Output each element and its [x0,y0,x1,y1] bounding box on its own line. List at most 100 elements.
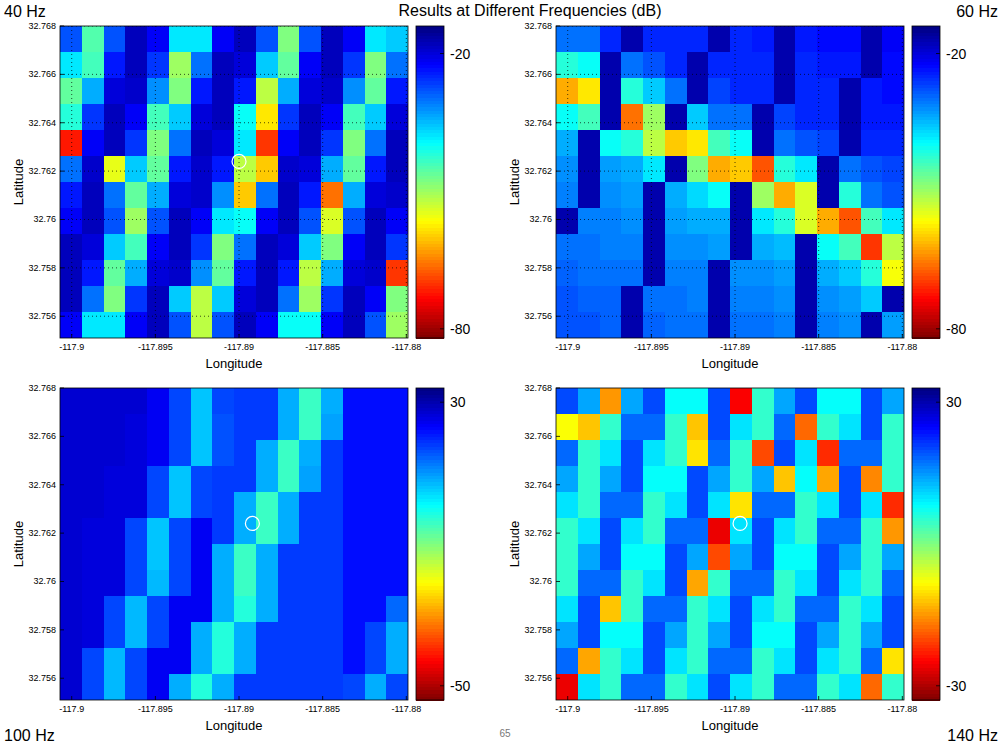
heat-cell [687,674,709,700]
tick-mark [406,334,407,338]
tick-mark [556,484,560,485]
heat-cell [212,622,234,649]
heat-cell [774,648,796,675]
heat-cell [125,208,147,235]
heat-cell [82,182,104,209]
heat-cell [365,544,387,571]
heat-cell [321,130,343,157]
heat-cell [839,234,861,261]
heat-cell [343,648,365,675]
heat-cell [795,596,817,623]
heat-cell [687,234,709,261]
grid-line [322,26,323,338]
heat-cell [234,622,256,649]
heat-cell [600,234,622,261]
heat-cell [882,156,904,183]
heat-cell [861,182,883,209]
heat-cell [621,492,643,519]
highlight-group [733,516,747,530]
heat-cell [578,104,600,131]
heat-cell [621,130,643,157]
heat-cell [234,414,256,441]
tick-mark [556,629,560,630]
heat-cell [665,570,687,597]
heat-cell [774,286,796,313]
heat-cell [234,674,256,700]
heat-cell [386,544,408,571]
heat-cell [687,414,709,441]
heat-cell [169,596,191,623]
heat-cell [82,156,104,183]
heat-cell [687,440,709,467]
heat-cell [278,286,300,313]
heat-cell [299,466,321,493]
heat-cell [556,648,578,675]
heat-cell [343,622,365,649]
heat-cell [147,648,169,675]
tick-label: 32.768 [524,21,552,31]
heat-cell [212,674,234,700]
heat-cell [212,414,234,441]
heat-cell [708,674,730,700]
heat-cell [600,596,622,623]
colorbar-label: -80 [450,321,470,337]
tick-label: -117.89 [720,704,750,714]
tick-label: 32.762 [524,166,552,176]
heat-cell [147,492,169,519]
heat-cell [752,414,774,441]
heat-cell [60,52,82,79]
heat-cell [169,466,191,493]
heat-cell [125,78,147,105]
tick-label: 32.766 [524,69,552,79]
heat-cell [278,440,300,467]
heat-cell [621,104,643,131]
colorbar-label: -30 [946,678,966,694]
heat-cell [708,544,730,571]
heat-cell [643,544,665,571]
heat-cell [687,130,709,157]
heat-cell [774,78,796,105]
heat-cell [556,182,578,209]
heat-cell [795,52,817,79]
heat-cell [104,414,126,441]
heat-cell [556,674,578,700]
heat-cell [795,234,817,261]
heat-cell [882,234,904,261]
heat-cell [817,544,839,571]
heat-cell [708,388,730,415]
heat-cell [60,492,82,519]
heat-cell [708,648,730,675]
heat-cell [882,414,904,441]
tick-label: 32.76 [529,214,552,224]
heat-cell [212,78,234,105]
heat-cell [621,440,643,467]
heat-cell [234,648,256,675]
tick-mark [60,388,64,389]
heat-cell [60,208,82,235]
heat-cell [882,130,904,157]
heat-cell [600,130,622,157]
grid-line [735,26,736,338]
heat-cell [600,52,622,79]
tick-label: -117.895 [634,342,669,352]
heat-cell [256,388,278,415]
tick-label: 32.766 [524,431,552,441]
heat-cell [665,26,687,53]
colorbar-label: 30 [946,394,962,410]
heat-cell [752,440,774,467]
heat-cell [169,260,191,287]
heat-cell [643,674,665,700]
heat-cell [556,622,578,649]
heat-cell [665,414,687,441]
heat-cell [321,104,343,131]
heat-cell [299,648,321,675]
heat-cell [104,104,126,131]
heat-cell [60,596,82,623]
heat-cell [665,674,687,700]
heat-cell [578,570,600,597]
tick-mark [60,581,64,582]
heat-cell [299,182,321,209]
heat-cell [386,570,408,597]
heat-cell [278,104,300,131]
heat-cell [125,104,147,131]
